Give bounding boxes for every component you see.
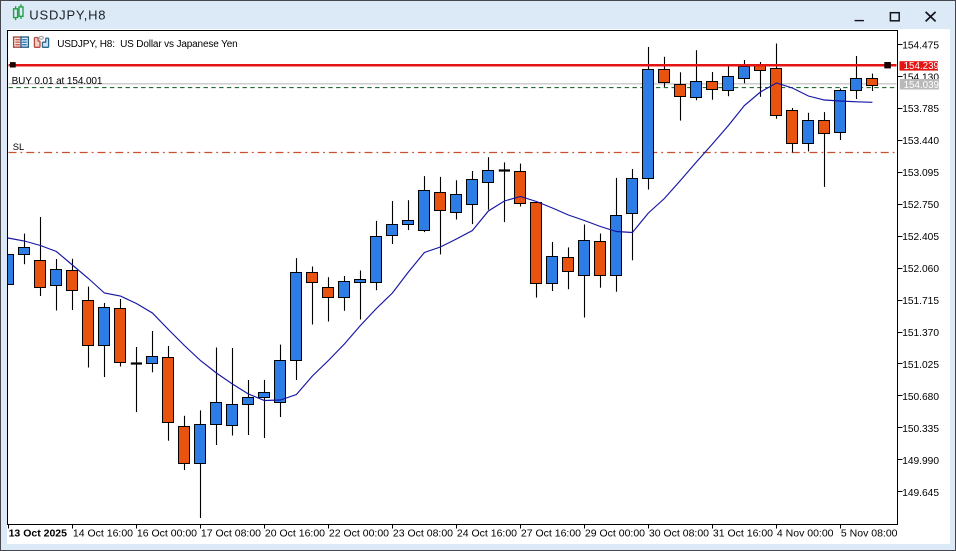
svg-text:152.405: 152.405 [902, 232, 939, 243]
svg-text:153.785: 153.785 [902, 104, 939, 115]
svg-text:29 Oct 00:00: 29 Oct 00:00 [585, 528, 645, 540]
svg-text:150.335: 150.335 [902, 424, 939, 435]
svg-text:152.750: 152.750 [902, 200, 939, 211]
svg-text:5 Nov 08:00: 5 Nov 08:00 [841, 528, 898, 540]
svg-text:24 Oct 16:00: 24 Oct 16:00 [457, 528, 517, 540]
svg-text:16 Oct 00:00: 16 Oct 00:00 [137, 528, 197, 540]
svg-text:23 Oct 08:00: 23 Oct 08:00 [393, 528, 453, 540]
svg-text:30 Oct 08:00: 30 Oct 08:00 [649, 528, 709, 540]
svg-text:149.645: 149.645 [902, 488, 939, 499]
svg-text:152.060: 152.060 [902, 264, 939, 275]
svg-text:BUY 0.01 at 154.001: BUY 0.01 at 154.001 [12, 76, 103, 87]
svg-text:USDJPY, H8: US Dollar vs Japa: USDJPY, H8: US Dollar vs Japanese Yen [57, 39, 237, 50]
svg-text:154.130: 154.130 [902, 72, 939, 83]
svg-text:17 Oct 08:00: 17 Oct 08:00 [201, 528, 261, 540]
svg-text:31 Oct 16:00: 31 Oct 16:00 [713, 528, 773, 540]
svg-text:153.440: 153.440 [902, 136, 939, 147]
svg-text:151.715: 151.715 [902, 296, 939, 307]
svg-text:14 Oct 16:00: 14 Oct 16:00 [73, 528, 133, 540]
svg-text:153.095: 153.095 [902, 168, 939, 179]
svg-text:USDJPY,H8: USDJPY,H8 [29, 7, 106, 22]
svg-text:20 Oct 16:00: 20 Oct 16:00 [265, 528, 325, 540]
svg-text:154.039: 154.039 [904, 80, 939, 91]
svg-text:154.239: 154.239 [904, 61, 939, 72]
svg-text:4 Nov 00:00: 4 Nov 00:00 [777, 528, 834, 540]
svg-text:149.990: 149.990 [902, 456, 939, 467]
svg-text:151.370: 151.370 [902, 328, 939, 339]
svg-text:27 Oct 16:00: 27 Oct 16:00 [521, 528, 581, 540]
svg-text:22 Oct 00:00: 22 Oct 00:00 [329, 528, 389, 540]
svg-text:150.680: 150.680 [902, 392, 939, 403]
svg-text:13 Oct 2025: 13 Oct 2025 [9, 528, 68, 540]
svg-text:151.025: 151.025 [902, 360, 939, 371]
svg-text:154.475: 154.475 [902, 40, 939, 51]
svg-text:SL: SL [13, 141, 24, 152]
